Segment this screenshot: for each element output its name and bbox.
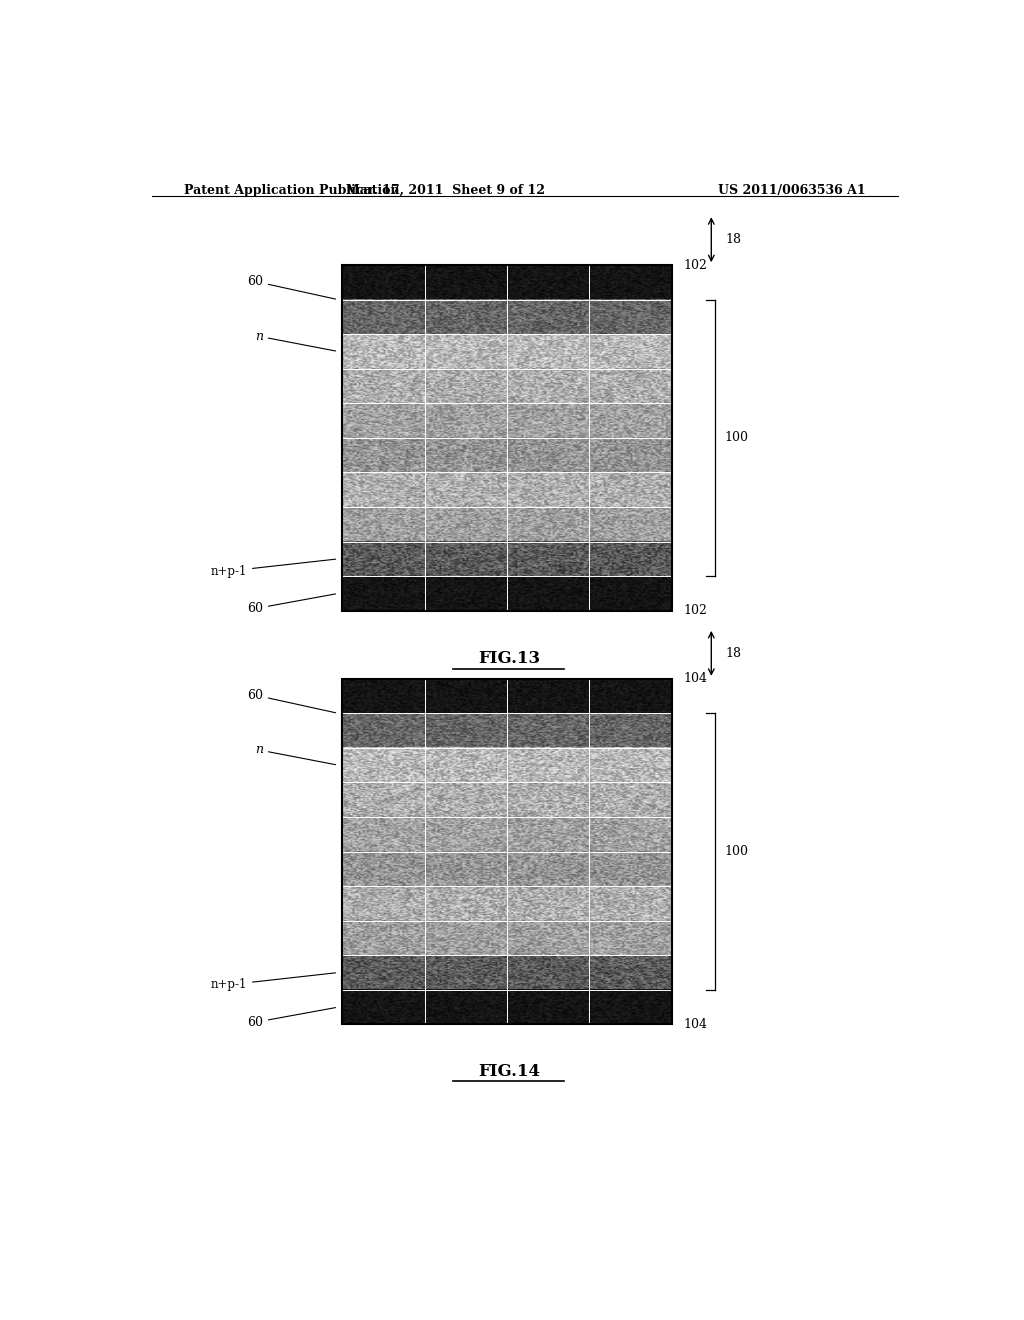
Text: n+p-1: n+p-1 [211,560,336,578]
Text: 102: 102 [684,259,708,272]
Text: FIG.13: FIG.13 [478,651,540,668]
Text: Mar. 17, 2011  Sheet 9 of 12: Mar. 17, 2011 Sheet 9 of 12 [346,183,545,197]
Text: 102: 102 [684,605,708,618]
Text: Patent Application Publication: Patent Application Publication [183,183,399,197]
Text: FIG.14: FIG.14 [478,1063,540,1080]
Text: n: n [255,330,336,351]
Text: 60: 60 [247,1007,336,1028]
Text: 60: 60 [247,689,336,713]
Text: 104: 104 [684,1018,708,1031]
Text: n: n [255,743,336,764]
Text: 18: 18 [726,647,741,660]
Text: 100: 100 [725,845,749,858]
Text: 60: 60 [247,594,336,615]
Text: n+p-1: n+p-1 [211,973,336,991]
Text: US 2011/0063536 A1: US 2011/0063536 A1 [719,183,866,197]
Text: 104: 104 [684,672,708,685]
Text: 60: 60 [247,275,336,300]
Bar [342,265,672,611]
Text: 100: 100 [725,432,749,445]
Bar [342,678,672,1024]
Text: 18: 18 [726,234,741,247]
